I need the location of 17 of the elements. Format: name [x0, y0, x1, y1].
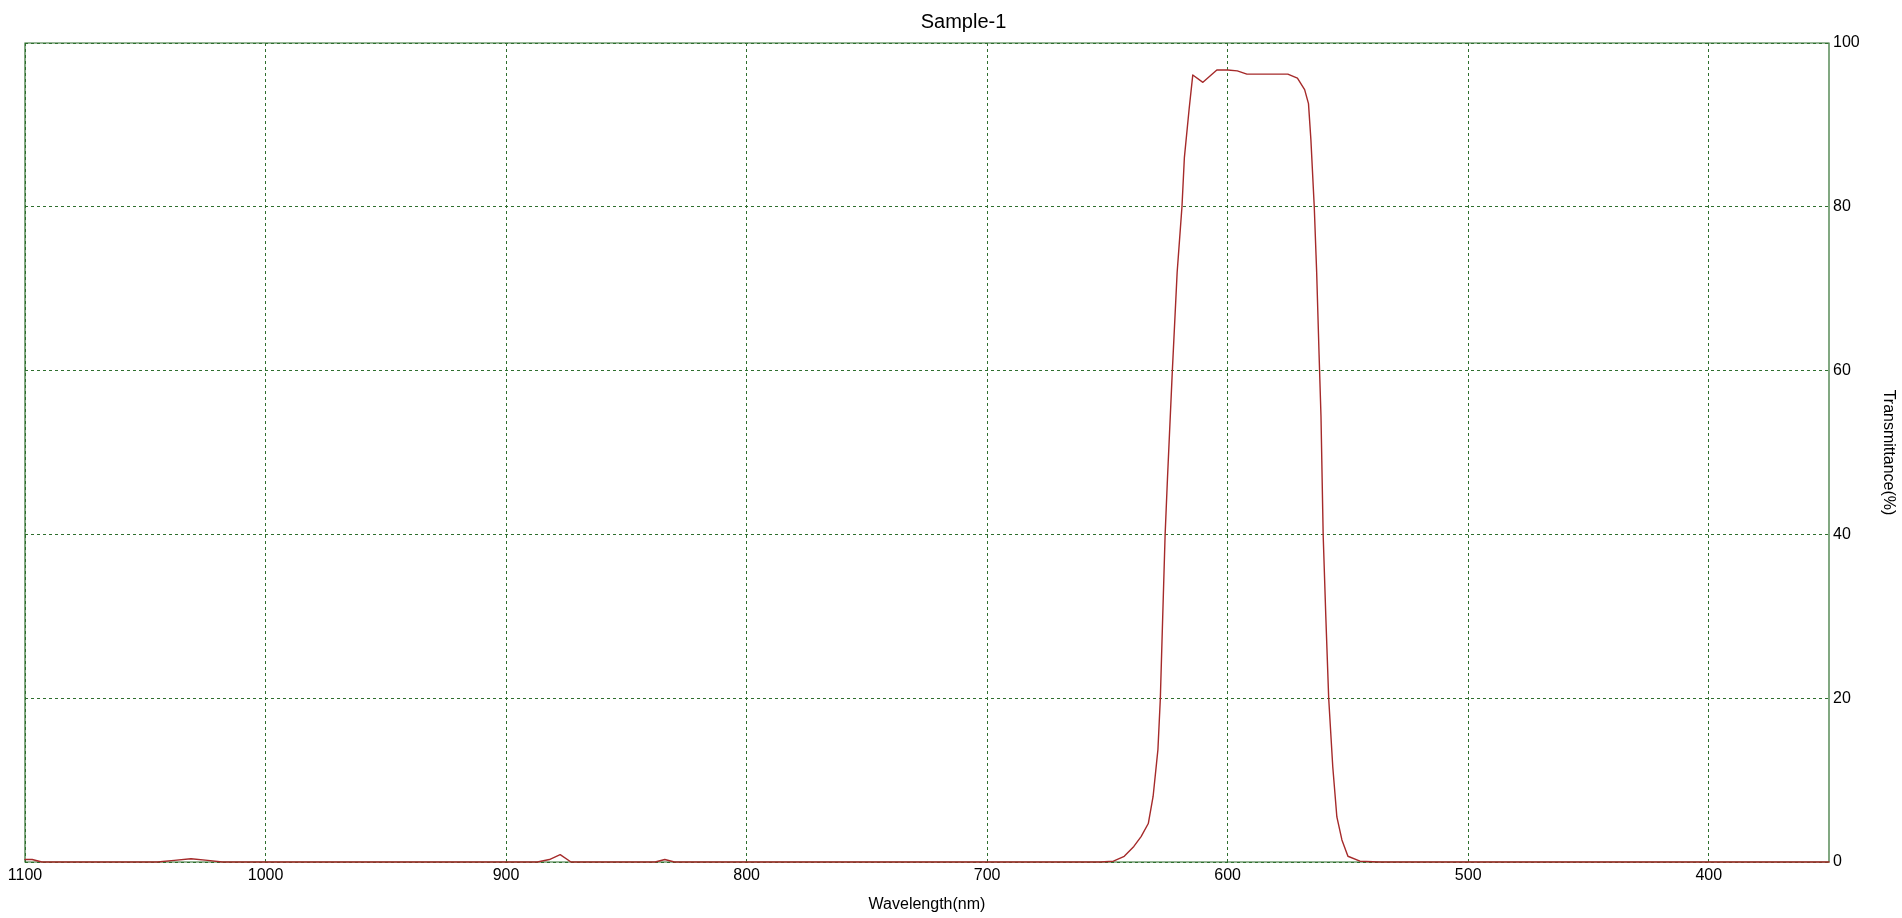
y-tick-label: 80 [1833, 197, 1851, 215]
chart-title: Sample-1 [920, 9, 1007, 32]
y-tick-label: 40 [1833, 524, 1851, 542]
x-axis-title: Wavelength(nm) [868, 894, 986, 912]
x-tick-label: 1000 [247, 866, 284, 884]
y-axis-title: Transmittance(%) [1880, 389, 1898, 516]
y-tick-label: 0 [1833, 852, 1842, 870]
x-tick-label: 500 [1454, 866, 1482, 884]
y-tick-label: 60 [1833, 361, 1851, 379]
x-tick-label: 400 [1695, 866, 1723, 884]
x-tick-label: 600 [1214, 866, 1242, 884]
y-tick-label: 20 [1833, 688, 1851, 706]
x-tick-label: 700 [973, 866, 1001, 884]
x-tick-label: 900 [492, 866, 520, 884]
y-tick-label: 100 [1833, 33, 1860, 51]
x-tick-label: 1100 [7, 866, 43, 884]
x-tick-label: 800 [733, 866, 761, 884]
